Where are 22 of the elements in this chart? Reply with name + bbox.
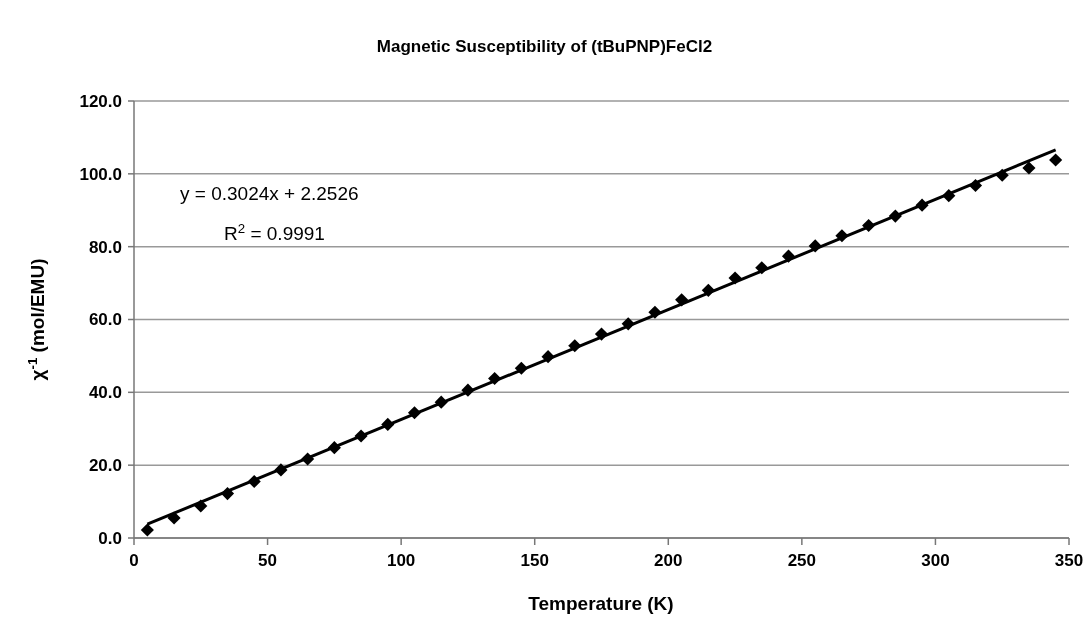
x-tick-label: 50 — [258, 551, 278, 570]
x-tick-label: 300 — [921, 551, 950, 570]
y-tick-label: 120.0 — [79, 91, 122, 111]
y-tick-label: 60.0 — [88, 310, 122, 330]
y-tick-label: 20.0 — [88, 456, 122, 476]
y-tick-label: 80.0 — [88, 237, 122, 257]
x-tick-label: 250 — [787, 551, 817, 570]
x-axis-title: Temperature (K) — [528, 593, 674, 614]
x-tick-label: 350 — [1054, 551, 1084, 570]
x-tick-label: 100 — [386, 551, 416, 570]
y-tick-label: 100.0 — [79, 164, 122, 184]
x-tick-label: 150 — [520, 551, 549, 570]
point — [140, 523, 154, 537]
y-tick-label: 0.0 — [98, 528, 122, 548]
x-tick-label: 200 — [654, 551, 683, 570]
annotation: R$^{2}$ = 0.9991 — [224, 220, 325, 244]
y-tick-label: 40.0 — [88, 383, 122, 403]
x-tick-label: 0 — [129, 551, 139, 570]
annotation: y = 0.3024x + 2.2526 — [180, 183, 359, 204]
chart-title: Magnetic Susceptibility of (tBuPNP)FeCl2 — [376, 37, 713, 56]
point — [1022, 161, 1036, 175]
point — [1049, 153, 1063, 167]
